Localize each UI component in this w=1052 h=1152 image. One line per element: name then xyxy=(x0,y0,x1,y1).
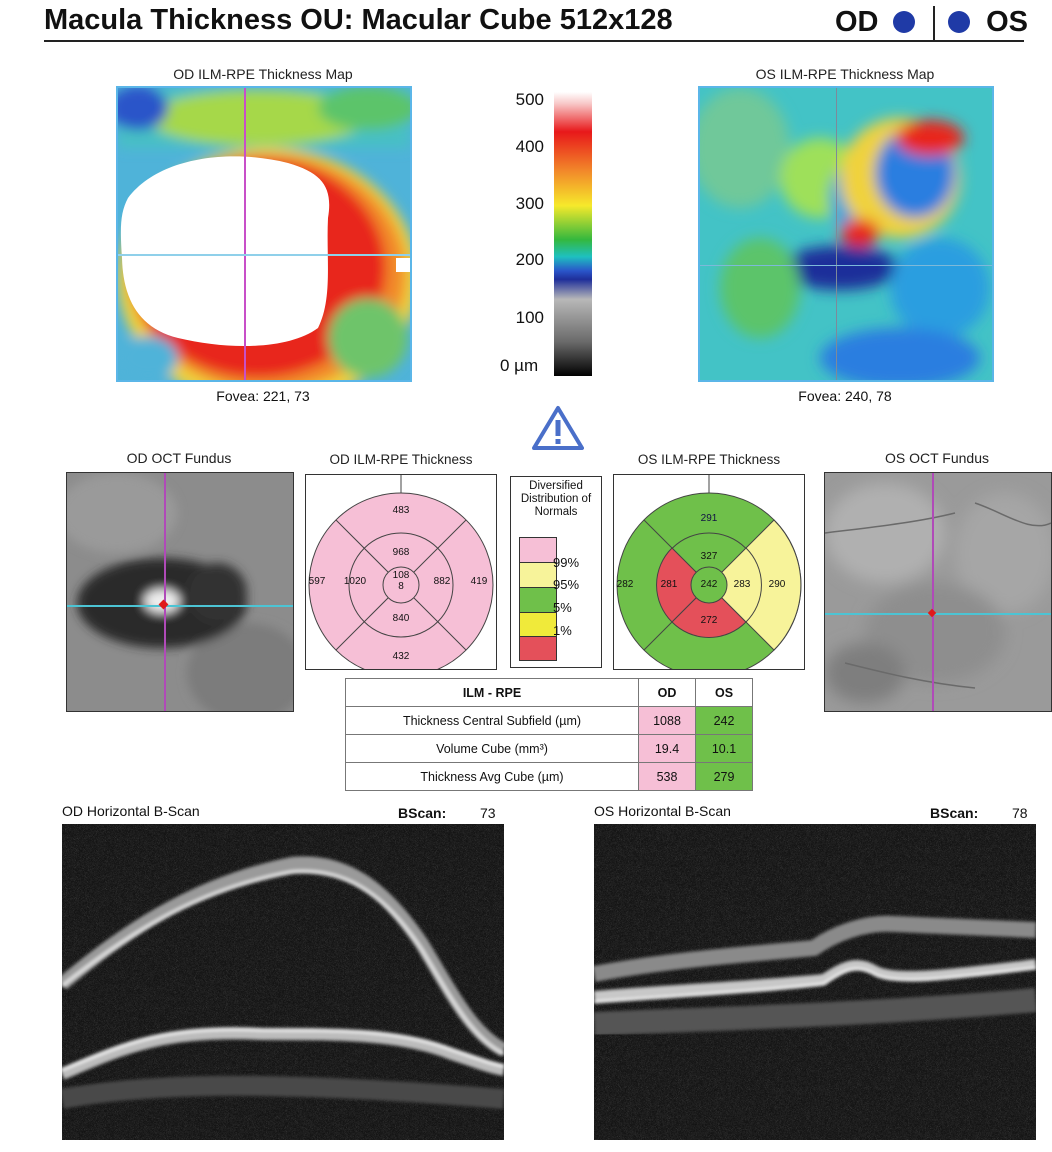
scale-tick: 400 xyxy=(496,137,544,157)
row-label: Thickness Central Subfield (µm) xyxy=(346,707,639,735)
table-header: OD xyxy=(639,679,696,707)
od-dot-icon xyxy=(893,11,915,33)
od-etdrs-title: OD ILM-RPE Thickness xyxy=(304,452,498,467)
os-fovea-label: Fovea: 240, 78 xyxy=(698,388,992,404)
od-outer-superior: 483 xyxy=(381,505,421,516)
od-fundus-title: OD OCT Fundus xyxy=(66,450,292,466)
os-fundus-image[interactable] xyxy=(824,472,1052,712)
os-map-image xyxy=(700,88,992,380)
os-inner-inferior: 272 xyxy=(689,615,729,626)
od-bscan-image[interactable] xyxy=(62,824,504,1140)
od-outer-temporal: 597 xyxy=(305,576,332,587)
os-bscan-number: 78 xyxy=(1012,805,1028,821)
warning-triangle-icon[interactable] xyxy=(532,404,584,452)
od-thickness-map[interactable] xyxy=(116,86,412,382)
legend-swatch xyxy=(520,563,556,588)
table-header-row: ILM - RPE OD OS xyxy=(346,679,753,707)
scale-tick: 300 xyxy=(496,194,544,214)
legend-item: 5% xyxy=(553,600,572,615)
os-inner-temporal: 281 xyxy=(654,579,684,590)
os-map-crosshair-vertical xyxy=(836,88,837,380)
os-dot-icon xyxy=(948,11,970,33)
os-value: 242 xyxy=(696,707,753,735)
od-center: 108 8 xyxy=(385,570,417,592)
os-inner-nasal: 283 xyxy=(727,579,757,590)
od-inner-nasal: 882 xyxy=(427,576,457,587)
os-etdrs-panel[interactable]: 291 327 242 281 283 282 290 272 xyxy=(613,474,805,670)
od-inner-superior: 968 xyxy=(381,547,421,558)
legend-swatch xyxy=(520,613,556,637)
row-label: Thickness Avg Cube (µm) xyxy=(346,763,639,791)
os-map-title: OS ILM-RPE Thickness Map xyxy=(698,66,992,82)
os-label: OS xyxy=(986,6,1028,38)
table-row: Thickness Avg Cube (µm) 538 279 xyxy=(346,763,753,791)
scale-ticks: 500 400 300 200 100 0 µm xyxy=(496,90,544,390)
legend-swatches xyxy=(519,537,557,661)
table-header: ILM - RPE xyxy=(346,679,639,707)
os-thickness-map[interactable] xyxy=(698,86,994,382)
scale-tick: 100 xyxy=(496,308,544,328)
os-fundus-crosshair-vertical xyxy=(932,473,934,711)
os-fundus-title: OS OCT Fundus xyxy=(824,450,1050,466)
od-value: 1088 xyxy=(639,707,696,735)
os-outer-temporal: 282 xyxy=(613,579,640,590)
od-bscan-title: OD Horizontal B-Scan xyxy=(62,803,200,819)
legend-swatch xyxy=(520,637,556,660)
table-row: Thickness Central Subfield (µm) 1088 242 xyxy=(346,707,753,735)
od-bscan-number: 73 xyxy=(480,805,496,821)
legend-item: 99% xyxy=(553,555,579,570)
summary-table: ILM - RPE OD OS Thickness Central Subfie… xyxy=(345,678,753,791)
os-value: 10.1 xyxy=(696,735,753,763)
od-fundus-crosshair-vertical xyxy=(164,473,166,711)
od-outer-inferior: 432 xyxy=(381,651,421,662)
legend-item: 95% xyxy=(553,577,579,592)
header-rule xyxy=(44,40,1024,42)
od-bscan-label: BScan: xyxy=(398,805,446,821)
os-bscan-title: OS Horizontal B-Scan xyxy=(594,803,731,819)
table-row: Volume Cube (mm³) 19.4 10.1 xyxy=(346,735,753,763)
row-label: Volume Cube (mm³) xyxy=(346,735,639,763)
legend-item: 1% xyxy=(553,623,572,638)
legend-swatch xyxy=(520,538,556,563)
od-label: OD xyxy=(835,6,879,38)
od-inner-inferior: 840 xyxy=(381,613,421,624)
od-map-title: OD ILM-RPE Thickness Map xyxy=(116,66,410,82)
thickness-scale-bar xyxy=(554,92,592,376)
legend-title: Diversified Distribution of Normals xyxy=(515,480,597,519)
os-etdrs-title: OS ILM-RPE Thickness xyxy=(612,452,806,467)
od-value: 538 xyxy=(639,763,696,791)
os-outer-superior: 291 xyxy=(689,513,729,524)
od-value: 19.4 xyxy=(639,735,696,763)
od-fundus-crosshair-horizontal xyxy=(67,605,293,607)
os-outer-nasal: 290 xyxy=(762,579,792,590)
os-fundus-crosshair-horizontal xyxy=(825,613,1051,615)
os-map-crosshair-horizontal xyxy=(700,265,992,266)
legend-swatch xyxy=(520,588,556,613)
table-header: OS xyxy=(696,679,753,707)
os-etdrs-chart xyxy=(614,475,804,669)
od-etdrs-panel[interactable]: 483 968 108 8 1020 882 597 419 840 432 xyxy=(305,474,497,670)
page-title: Macula Thickness OU: Macular Cube 512x12… xyxy=(44,4,673,37)
od-map-crosshair-horizontal xyxy=(118,254,410,256)
os-center: 242 xyxy=(693,579,725,590)
normals-legend: Diversified Distribution of Normals 99% … xyxy=(510,476,602,668)
scale-tick: 0 µm xyxy=(500,356,560,376)
os-bscan-image[interactable] xyxy=(594,824,1036,1140)
od-map-image xyxy=(118,88,410,380)
od-fovea-label: Fovea: 221, 73 xyxy=(116,388,410,404)
scale-tick: 500 xyxy=(496,90,544,110)
os-bscan-label: BScan: xyxy=(930,805,978,821)
scale-tick: 200 xyxy=(496,250,544,270)
od-outer-nasal: 419 xyxy=(464,576,494,587)
od-map-crosshair-vertical xyxy=(244,88,246,380)
eye-divider xyxy=(933,6,935,40)
eye-selector-os[interactable]: OS xyxy=(948,6,1028,39)
os-value: 279 xyxy=(696,763,753,791)
os-inner-superior: 327 xyxy=(689,551,729,562)
od-inner-temporal: 1020 xyxy=(340,576,370,587)
od-fundus-image[interactable] xyxy=(66,472,294,712)
eye-selector-od[interactable]: OD xyxy=(835,6,915,39)
